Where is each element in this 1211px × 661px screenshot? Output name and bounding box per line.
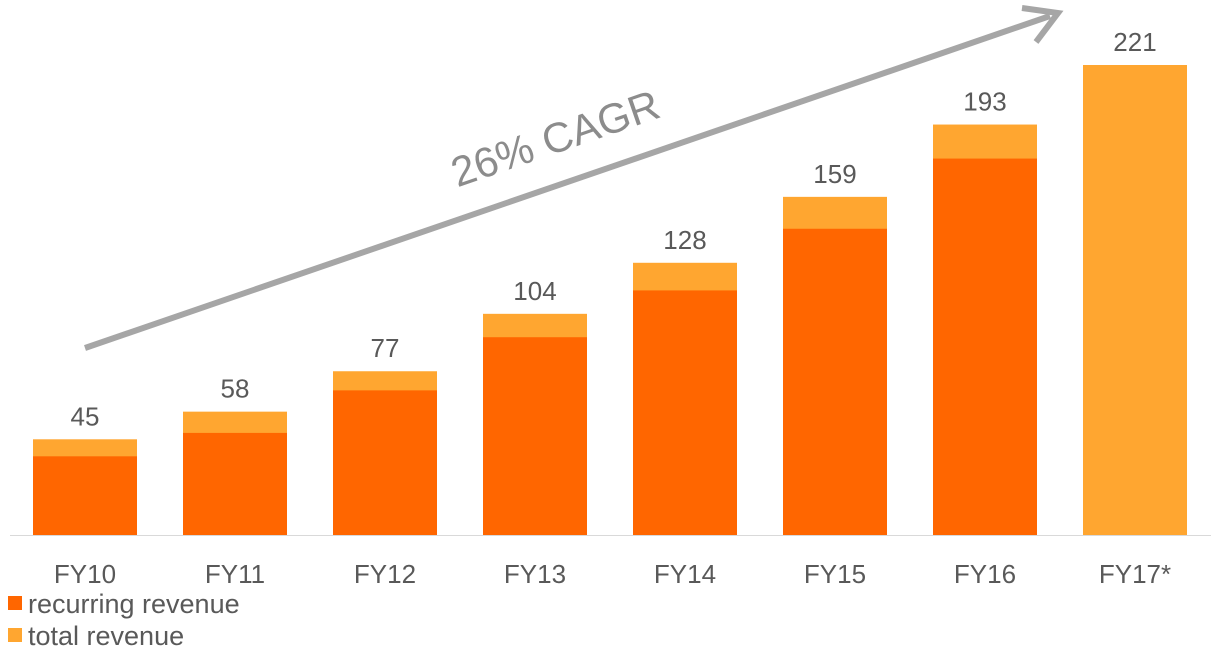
value-label: 159 [813,159,856,189]
bar [33,456,137,535]
legend-swatch [8,628,22,642]
bar [333,390,437,535]
value-label: 58 [221,374,250,404]
bar [183,432,287,535]
x-tick-label: FY17* [1099,559,1171,589]
arrow-head [1021,5,1064,44]
value-label: 77 [371,333,400,363]
x-tick-label: FY14 [654,559,716,589]
x-tick-label: FY11 [205,559,265,589]
value-label: 193 [963,87,1006,117]
cagr-annotation: 26% CAGR [445,81,666,196]
bar [1083,65,1187,535]
bar [483,337,587,535]
legend-swatch [8,596,22,610]
bar [783,228,887,535]
value-label: 45 [71,401,100,431]
x-tick-label: FY16 [954,559,1016,589]
value-label: 104 [513,276,556,306]
x-tick-label: FY10 [54,559,116,589]
bar [633,290,737,535]
value-label: 221 [1113,27,1156,57]
x-tick-label: FY13 [504,559,566,589]
legend-label: recurring revenue [28,589,240,619]
legend-label: total revenue [28,621,184,651]
x-tick-label: FY15 [804,559,866,589]
trend-arrow [84,13,1051,351]
value-label: 128 [663,225,706,255]
bar [933,158,1037,536]
x-tick-label: FY12 [354,559,416,589]
